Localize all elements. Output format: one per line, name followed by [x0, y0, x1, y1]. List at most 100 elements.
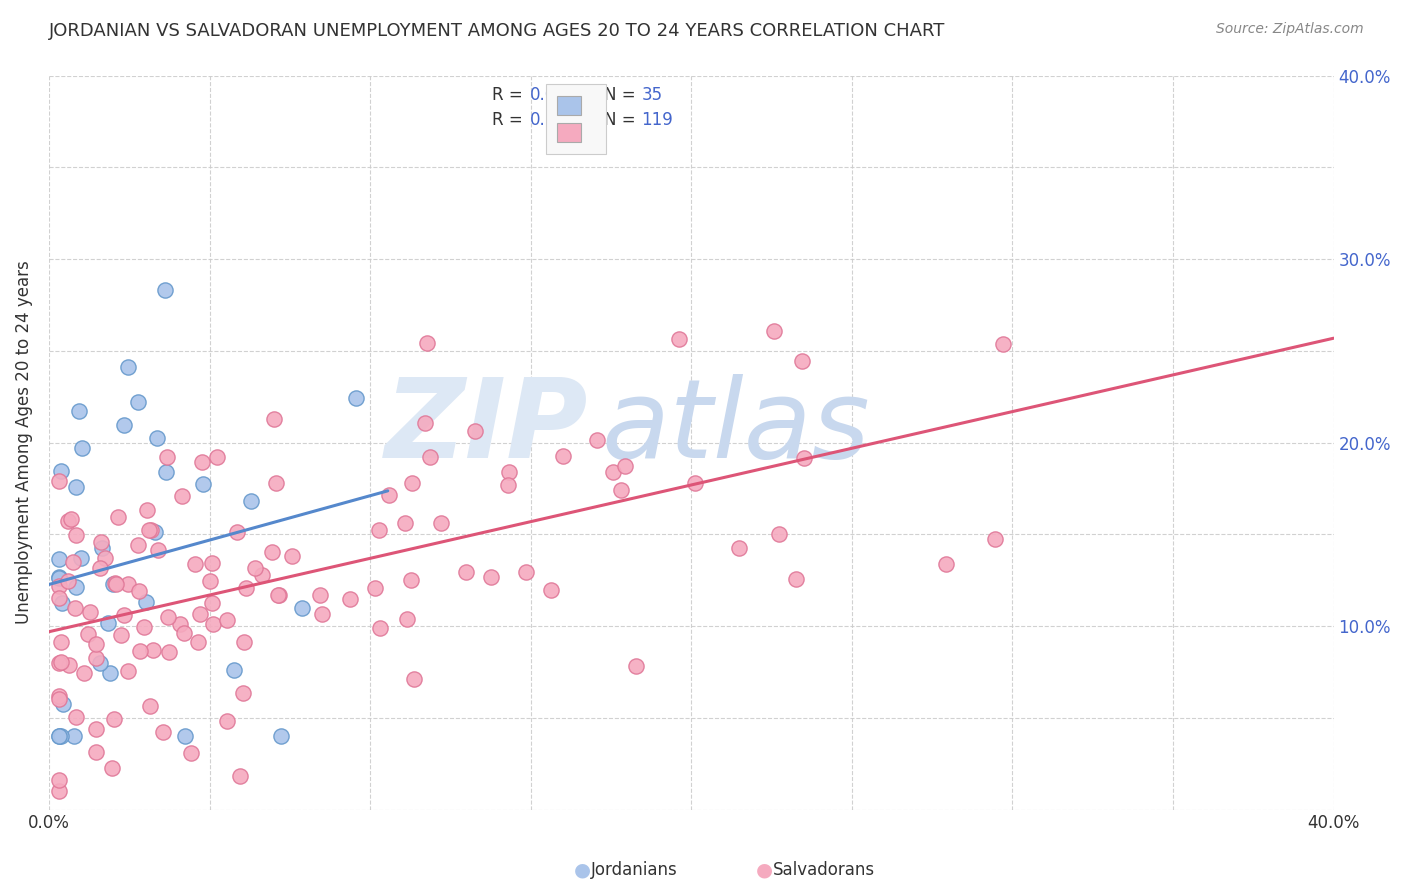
Point [479, 570, 502, 584]
Point [146, 431, 169, 445]
Point [48, 474, 70, 488]
Point [98, 665, 121, 680]
Point [308, 588, 330, 602]
Point [65, 580, 87, 594]
Point [270, 729, 292, 743]
Point [395, 612, 418, 626]
Point [290, 600, 312, 615]
Text: R =: R = [492, 111, 533, 128]
Point [58, 574, 80, 588]
Point [683, 476, 706, 491]
Point [394, 516, 416, 531]
Text: Salvadorans: Salvadorans [773, 861, 876, 879]
Text: 119: 119 [641, 111, 673, 128]
Point [135, 595, 157, 609]
Point [103, 577, 125, 591]
Point [232, 686, 254, 700]
Point [498, 465, 520, 479]
Point [553, 449, 575, 463]
Point [79, 605, 101, 619]
Point [991, 337, 1014, 351]
Point [48, 784, 70, 798]
Point [48, 692, 70, 706]
Point [62, 555, 84, 569]
Point [191, 455, 214, 469]
Point [157, 645, 180, 659]
Point [65, 479, 87, 493]
Point [65, 528, 87, 542]
Point [69, 550, 91, 565]
Point [984, 532, 1007, 546]
Point [48, 689, 70, 703]
Point [48, 772, 70, 787]
Text: N =: N = [605, 111, 641, 128]
Point [263, 412, 285, 426]
Point [419, 450, 441, 464]
Point [267, 589, 290, 603]
Point [243, 561, 266, 575]
Point [117, 664, 139, 678]
Point [402, 672, 425, 686]
Point [89, 561, 111, 575]
Point [117, 359, 139, 374]
Point [97, 616, 120, 631]
Point [84, 650, 107, 665]
Point [110, 628, 132, 642]
Point [135, 503, 157, 517]
Point [112, 607, 135, 622]
Point [785, 572, 807, 586]
Point [128, 644, 150, 658]
Point [134, 620, 156, 634]
Point [215, 613, 238, 627]
Point [104, 575, 127, 590]
Point [401, 476, 423, 491]
Point [48, 657, 70, 671]
Point [793, 450, 815, 465]
Point [138, 698, 160, 713]
Point [105, 576, 128, 591]
Point [668, 333, 690, 347]
Point [413, 416, 436, 430]
Point [141, 523, 163, 537]
Point [454, 566, 477, 580]
Text: ●: ● [574, 860, 591, 880]
Point [89, 656, 111, 670]
Point [586, 433, 609, 447]
Point [260, 545, 283, 559]
Point [515, 565, 537, 579]
Point [48, 729, 70, 743]
Point [48, 591, 70, 605]
Point [56, 514, 79, 528]
Point [58, 658, 80, 673]
Point [429, 516, 451, 531]
Point [52, 697, 75, 711]
Point [202, 616, 225, 631]
Point [155, 465, 177, 479]
Point [67, 404, 90, 418]
Point [344, 392, 367, 406]
Point [101, 761, 124, 775]
Point [51, 596, 73, 610]
Point [128, 584, 150, 599]
Point [112, 418, 135, 433]
Point [187, 634, 209, 648]
Point [311, 607, 333, 621]
Point [540, 582, 562, 597]
Point [60, 512, 83, 526]
Point [49, 634, 72, 648]
Text: R =: R = [492, 87, 529, 104]
Point [48, 579, 70, 593]
Point [48, 571, 70, 585]
Point [768, 527, 790, 541]
Point [188, 607, 211, 621]
Point [142, 643, 165, 657]
Point [94, 551, 117, 566]
Point [49, 465, 72, 479]
Point [368, 523, 391, 537]
Point [62, 729, 84, 743]
Point [224, 663, 246, 677]
Point [48, 570, 70, 584]
Point [200, 556, 222, 570]
Point [378, 487, 401, 501]
Point [610, 483, 633, 498]
